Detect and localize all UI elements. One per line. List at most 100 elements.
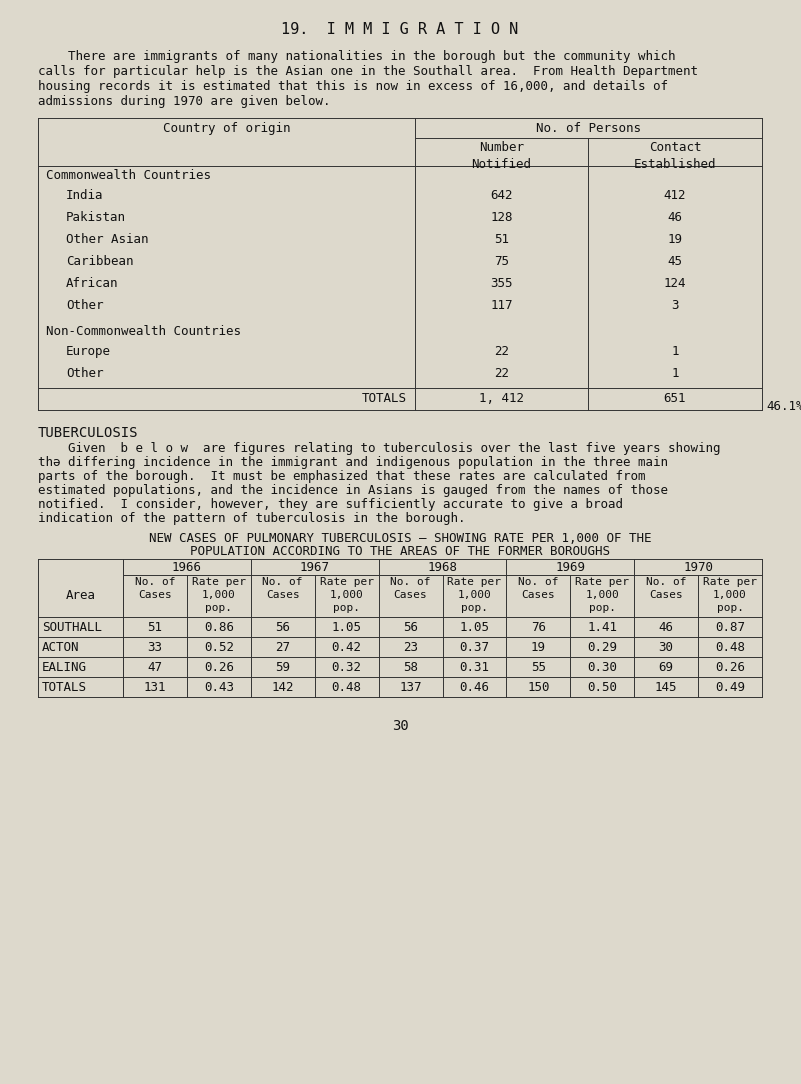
Text: thə differing incidence in the immigrant and indigenous population in the three : thə differing incidence in the immigrant… [38, 456, 668, 469]
Text: Other: Other [66, 299, 103, 312]
Text: NEW CASES OF PULMONARY TUBERCULOSIS – SHOWING RATE PER 1,000 OF THE: NEW CASES OF PULMONARY TUBERCULOSIS – SH… [149, 532, 651, 545]
Text: indication of the pattern of tuberculosis in the borough.: indication of the pattern of tuberculosi… [38, 512, 465, 525]
Text: Rate per
1,000
pop.: Rate per 1,000 pop. [575, 577, 630, 614]
Text: Non-Commonwealth Countries: Non-Commonwealth Countries [46, 325, 241, 338]
Text: 51: 51 [147, 621, 163, 634]
Text: 1, 412: 1, 412 [479, 392, 524, 405]
Text: POPULATION ACCORDING TO THE AREAS OF THE FORMER BOROUGHS: POPULATION ACCORDING TO THE AREAS OF THE… [190, 545, 610, 558]
Text: Caribbean: Caribbean [66, 255, 134, 268]
Text: 19: 19 [531, 641, 545, 654]
Text: 0.49: 0.49 [715, 681, 745, 694]
Text: Number
Notified: Number Notified [472, 141, 532, 171]
Text: 142: 142 [272, 681, 294, 694]
Text: 412: 412 [664, 189, 686, 202]
Text: 19: 19 [667, 233, 682, 246]
Text: No. of
Cases: No. of Cases [390, 577, 431, 601]
Text: 30: 30 [658, 641, 674, 654]
Text: Country of origin: Country of origin [163, 122, 290, 136]
Text: 131: 131 [143, 681, 166, 694]
Text: 1.41: 1.41 [587, 621, 618, 634]
Text: 19.  I M M I G R A T I O N: 19. I M M I G R A T I O N [281, 22, 518, 37]
Text: 51: 51 [494, 233, 509, 246]
Text: Europe: Europe [66, 345, 111, 358]
Text: 30: 30 [392, 719, 409, 733]
Text: SOUTHALL: SOUTHALL [42, 621, 102, 634]
Text: 69: 69 [658, 661, 674, 674]
Text: admissions during 1970 are given below.: admissions during 1970 are given below. [38, 95, 331, 108]
Text: TOTALS: TOTALS [42, 681, 87, 694]
Text: Commonwealth Countries: Commonwealth Countries [46, 169, 211, 182]
Text: No. of
Cases: No. of Cases [518, 577, 558, 601]
Text: 1968: 1968 [428, 562, 457, 575]
Text: No. of
Cases: No. of Cases [135, 577, 175, 601]
Text: Other Asian: Other Asian [66, 233, 148, 246]
Text: Other: Other [66, 367, 103, 380]
Text: 1970: 1970 [683, 562, 713, 575]
Text: Rate per
1,000
pop.: Rate per 1,000 pop. [320, 577, 373, 614]
Text: 56: 56 [276, 621, 290, 634]
Text: 0.32: 0.32 [332, 661, 361, 674]
Text: 1: 1 [671, 367, 678, 380]
Text: 651: 651 [664, 392, 686, 405]
Text: 0.52: 0.52 [203, 641, 234, 654]
Text: 22: 22 [494, 367, 509, 380]
Text: 0.26: 0.26 [203, 661, 234, 674]
Text: 55: 55 [531, 661, 545, 674]
Text: 1967: 1967 [300, 562, 330, 575]
Text: India: India [66, 189, 103, 202]
Text: EALING: EALING [42, 661, 87, 674]
Text: Contact
Established: Contact Established [634, 141, 716, 171]
Text: 128: 128 [490, 211, 513, 224]
Text: 0.87: 0.87 [715, 621, 745, 634]
Text: 22: 22 [494, 345, 509, 358]
Text: 137: 137 [400, 681, 422, 694]
Text: 0.37: 0.37 [460, 641, 489, 654]
Text: 0.30: 0.30 [587, 661, 618, 674]
Text: 1966: 1966 [172, 562, 202, 575]
Text: 1: 1 [671, 345, 678, 358]
Text: 76: 76 [531, 621, 545, 634]
Text: 33: 33 [147, 641, 163, 654]
Text: 46: 46 [658, 621, 674, 634]
Text: 1.05: 1.05 [332, 621, 361, 634]
Text: 0.43: 0.43 [203, 681, 234, 694]
Text: No. of
Cases: No. of Cases [263, 577, 303, 601]
Text: 1969: 1969 [555, 562, 586, 575]
Text: Rate per
1,000
pop.: Rate per 1,000 pop. [448, 577, 501, 614]
Text: 0.46: 0.46 [460, 681, 489, 694]
Text: 46.1%: 46.1% [766, 400, 801, 413]
Text: 59: 59 [276, 661, 290, 674]
Text: calls for particular help is the Asian one in the Southall area.  From Health De: calls for particular help is the Asian o… [38, 65, 698, 78]
Text: No. of Persons: No. of Persons [536, 122, 641, 136]
Text: 3: 3 [671, 299, 678, 312]
Text: 27: 27 [276, 641, 290, 654]
Text: 0.50: 0.50 [587, 681, 618, 694]
Text: TOTALS: TOTALS [362, 392, 407, 405]
Text: 58: 58 [403, 661, 418, 674]
Text: 0.86: 0.86 [203, 621, 234, 634]
Text: Rate per
1,000
pop.: Rate per 1,000 pop. [192, 577, 246, 614]
Text: Area: Area [66, 589, 95, 602]
Text: housing records it is estimated that this is now in excess of 16,000, and detail: housing records it is estimated that thi… [38, 80, 668, 93]
Text: notified.  I consider, however, they are sufficiently accurate to give a broad: notified. I consider, however, they are … [38, 498, 623, 511]
Text: 150: 150 [527, 681, 549, 694]
Text: 355: 355 [490, 278, 513, 291]
Text: 1.05: 1.05 [460, 621, 489, 634]
Text: 124: 124 [664, 278, 686, 291]
Text: 117: 117 [490, 299, 513, 312]
Text: 642: 642 [490, 189, 513, 202]
Text: 145: 145 [655, 681, 678, 694]
Text: 47: 47 [147, 661, 163, 674]
Text: 23: 23 [403, 641, 418, 654]
Text: ACTON: ACTON [42, 641, 79, 654]
Text: 56: 56 [403, 621, 418, 634]
Text: Given  b e l o w  are figures relating to tuberculosis over the last five years : Given b e l o w are figures relating to … [38, 442, 721, 455]
Text: 0.48: 0.48 [715, 641, 745, 654]
Text: There are immigrants of many nationalities in the borough but the community whic: There are immigrants of many nationaliti… [38, 50, 675, 63]
Text: Rate per
1,000
pop.: Rate per 1,000 pop. [703, 577, 757, 614]
Text: 75: 75 [494, 255, 509, 268]
Text: No. of
Cases: No. of Cases [646, 577, 686, 601]
Text: 45: 45 [667, 255, 682, 268]
Text: 0.42: 0.42 [332, 641, 361, 654]
Text: estimated populations, and the incidence in Asians is gauged from the names of t: estimated populations, and the incidence… [38, 483, 668, 496]
